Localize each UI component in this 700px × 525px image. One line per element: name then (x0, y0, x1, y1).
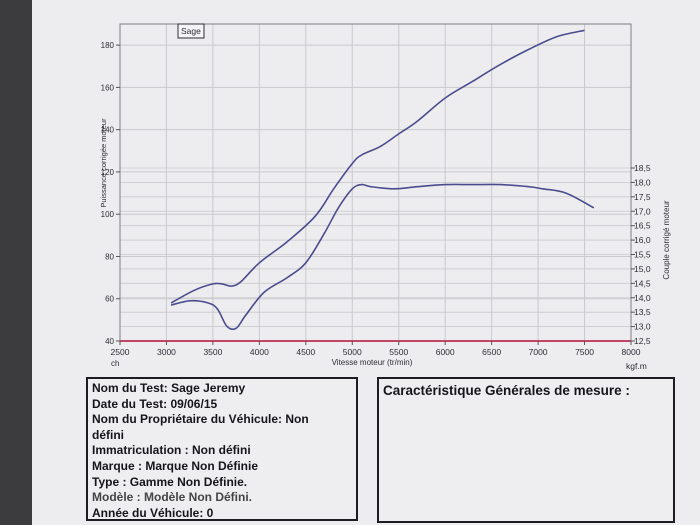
y-left-tick-label: 160 (101, 83, 115, 92)
y-left-tick-label: 120 (101, 168, 115, 177)
owner-line-continued: défini (92, 427, 124, 442)
x-unit-left: ch (111, 359, 119, 368)
y-right-tick-label: 16,0 (634, 235, 651, 245)
x-tick-label: 3500 (203, 347, 222, 357)
test-info-box: Nom du Test: Sage Jeremy Date du Test: 0… (86, 377, 358, 521)
x-tick-label: 5000 (343, 347, 362, 357)
series-line-1 (170, 183, 595, 331)
vehicle-year-line: Année du Véhicule: 0 (92, 505, 214, 520)
y-right-tick-label: 14,0 (634, 293, 651, 303)
x-tick-label: 4000 (250, 347, 269, 357)
x-tick-label: 6500 (482, 347, 501, 357)
y-right-tick-label: 16,5 (634, 221, 651, 231)
y-right-label: Couple corrigé moteur (662, 200, 671, 279)
chart-ticks: 2500 3000 3500 4000 4500 5000 5500 6000 6500 7000… (101, 41, 651, 357)
x-tick-label: 3000 (157, 347, 176, 357)
y-left-label: Puissance corrigée moteur (99, 118, 108, 208)
x-tick-label: 2500 (111, 347, 130, 357)
y-left-tick-label: 180 (101, 41, 115, 50)
legend-box (177, 23, 205, 39)
y-right-tick-label: 12,5 (634, 336, 651, 346)
x-tick-label: 7500 (575, 347, 594, 357)
y-right-tick-label: 17,5 (634, 192, 651, 202)
series-line-0 (170, 29, 585, 304)
y-left-tick-label: 80 (105, 252, 114, 261)
y-left-tick-label: 140 (101, 126, 115, 135)
test-date-line: Date du Test: 09/06/15 (92, 396, 218, 411)
owner-line: Nom du Propriétaire du Véhicule: Non (92, 412, 309, 427)
y-right-tick-label: 13,5 (634, 307, 651, 317)
y-left-tick-label: 60 (105, 295, 114, 304)
measurement-title: Caractéristique Générales de mesure : (383, 383, 630, 398)
x-axis-label: Vitesse moteur (tr/min) (332, 358, 413, 367)
chart-curves (170, 29, 595, 331)
y-right-tick-label: 17,0 (634, 206, 651, 216)
y-right-tick-label: 18,5 (634, 163, 651, 173)
model-line: Modèle : Modèle Non Défini. (92, 490, 253, 505)
registration-line: Immatriculation : Non défini (92, 443, 251, 458)
y-left-tick-label: 40 (105, 337, 114, 346)
x-unit-right: kgf.m (626, 361, 647, 371)
x-tick-label: 7000 (529, 347, 548, 357)
x-tick-label: 8000 (622, 347, 641, 357)
x-tick-label: 4500 (296, 347, 315, 357)
y-right-tick-label: 15,0 (634, 264, 651, 274)
brand-line: Marque : Marque Non Définie (92, 458, 259, 473)
y-right-tick-label: 14,5 (634, 278, 651, 288)
chart-grid (119, 24, 632, 342)
x-tick-label: 6000 (436, 347, 455, 357)
y-left-tick-label: 100 (101, 210, 115, 219)
x-tick-label: 5500 (389, 347, 408, 357)
y-right-tick-label: 18,0 (634, 177, 651, 187)
y-right-tick-label: 13,0 (634, 322, 651, 332)
test-name-line: Nom du Test: Sage Jeremy (92, 381, 246, 395)
type-line: Type : Gamme Non Définie. (92, 474, 248, 489)
dyno-chart: 2500 3000 3500 4000 4500 5000 5500 6000 6500 7000… (99, 23, 671, 371)
y-right-tick-label: 15,5 (634, 250, 651, 260)
legend-label: Sage (181, 26, 201, 36)
measurement-box: Caractéristique Générales de mesure : (377, 377, 675, 523)
